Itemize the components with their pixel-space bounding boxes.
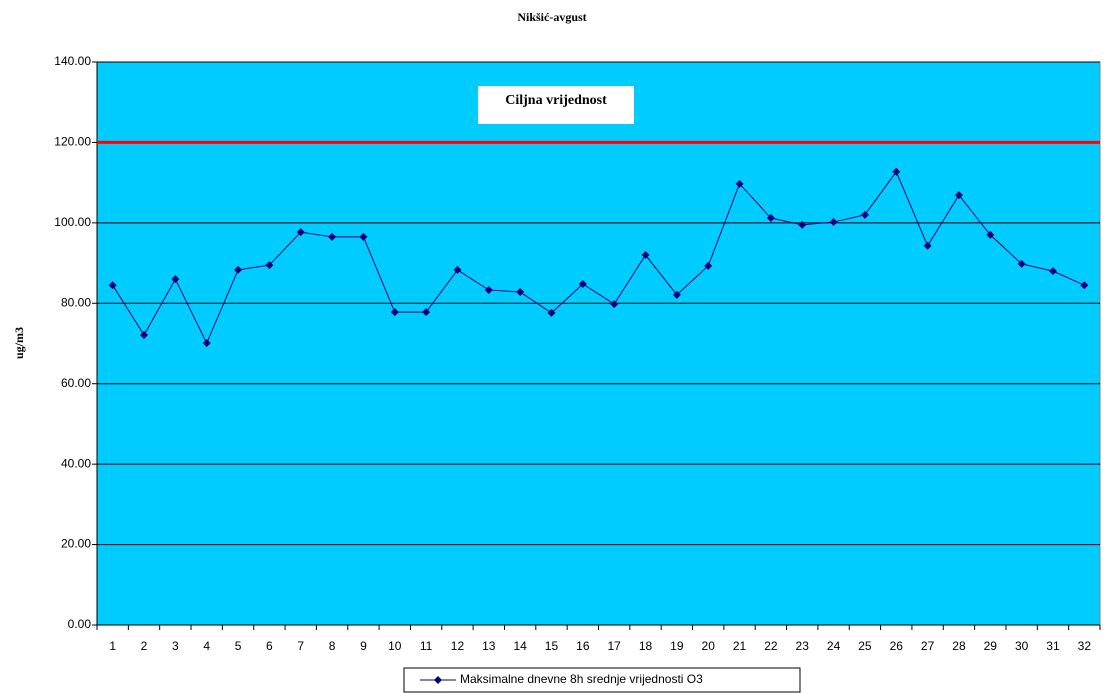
marker bbox=[484, 286, 493, 295]
x-tick-label: 21 bbox=[733, 639, 747, 653]
marker bbox=[860, 210, 869, 219]
x-tick-label: 20 bbox=[702, 639, 716, 653]
marker bbox=[265, 261, 274, 270]
x-tick-label: 11 bbox=[420, 639, 433, 653]
marker bbox=[359, 232, 368, 241]
x-tick-label: 9 bbox=[360, 639, 367, 653]
marker bbox=[672, 290, 681, 299]
x-tick-label: 12 bbox=[451, 639, 465, 653]
marker bbox=[735, 179, 744, 188]
x-tick-label: 29 bbox=[984, 639, 998, 653]
marker bbox=[1017, 259, 1026, 268]
y-tick-label: 40.00 bbox=[61, 456, 91, 470]
x-tick-label: 24 bbox=[827, 639, 841, 653]
x-tick-label: 2 bbox=[141, 639, 148, 653]
x-tick-label: 16 bbox=[576, 639, 590, 653]
marker bbox=[422, 308, 431, 317]
x-tick-label: 13 bbox=[482, 639, 496, 653]
marker bbox=[766, 214, 775, 223]
marker bbox=[704, 261, 713, 270]
marker bbox=[954, 191, 963, 200]
x-tick-label: 31 bbox=[1046, 639, 1060, 653]
x-tick-label: 26 bbox=[890, 639, 904, 653]
x-tick-label: 18 bbox=[639, 639, 653, 653]
x-tick-label: 10 bbox=[388, 639, 402, 653]
legend-marker bbox=[434, 676, 442, 684]
marker bbox=[1048, 267, 1057, 276]
y-tick-label: 140.00 bbox=[54, 54, 91, 68]
series-line bbox=[112, 170, 1085, 345]
marker bbox=[171, 275, 180, 284]
y-tick-label: 20.00 bbox=[61, 537, 91, 551]
marker bbox=[390, 308, 399, 317]
x-tick-label: 15 bbox=[545, 639, 559, 653]
x-tick-label: 6 bbox=[266, 639, 273, 653]
annotation-box bbox=[478, 86, 634, 124]
marker bbox=[453, 265, 462, 274]
y-tick-label: 60.00 bbox=[61, 376, 91, 390]
marker bbox=[547, 308, 556, 317]
marker bbox=[1080, 281, 1089, 290]
marker bbox=[108, 281, 117, 290]
x-tick-label: 17 bbox=[607, 639, 621, 653]
marker bbox=[516, 288, 525, 297]
marker bbox=[328, 232, 337, 241]
plot-area bbox=[96, 61, 1101, 626]
x-tick-label: 28 bbox=[952, 639, 966, 653]
y-axis-label: ug/m3 bbox=[12, 327, 26, 359]
x-tick-label: 4 bbox=[203, 639, 210, 653]
x-tick-label: 32 bbox=[1078, 639, 1092, 653]
marker bbox=[234, 265, 243, 274]
x-tick-label: 27 bbox=[921, 639, 935, 653]
marker bbox=[610, 300, 619, 309]
marker bbox=[202, 339, 211, 348]
x-tick-label: 7 bbox=[297, 639, 304, 653]
y-tick-label: 0.00 bbox=[68, 617, 92, 631]
legend-box bbox=[403, 667, 801, 693]
x-tick-label: 3 bbox=[172, 639, 179, 653]
x-tick-label: 30 bbox=[1015, 639, 1029, 653]
marker bbox=[641, 251, 650, 260]
marker bbox=[923, 241, 932, 250]
y-tick-label: 100.00 bbox=[54, 215, 91, 229]
x-tick-label: 5 bbox=[235, 639, 242, 653]
y-tick-label: 120.00 bbox=[54, 135, 91, 149]
x-tick-label: 23 bbox=[796, 639, 810, 653]
y-tick-label: 80.00 bbox=[61, 295, 91, 309]
x-tick-label: 19 bbox=[670, 639, 684, 653]
marker bbox=[892, 167, 901, 176]
x-tick-label: 22 bbox=[764, 639, 778, 653]
marker bbox=[296, 228, 305, 237]
marker bbox=[140, 331, 149, 340]
x-tick-label: 1 bbox=[109, 639, 116, 653]
annotation: Ciljna vrijednost bbox=[505, 93, 607, 108]
chart-title: Nikšić-avgust bbox=[517, 10, 586, 24]
legend-label: Maksimalne dnevne 8h srednje vrijednosti… bbox=[460, 672, 703, 686]
marker bbox=[829, 218, 838, 227]
marker bbox=[986, 230, 995, 239]
x-tick-label: 8 bbox=[329, 639, 336, 653]
marker bbox=[578, 279, 587, 288]
x-tick-label: 14 bbox=[513, 639, 527, 653]
marker bbox=[798, 220, 807, 229]
x-tick-label: 25 bbox=[858, 639, 872, 653]
